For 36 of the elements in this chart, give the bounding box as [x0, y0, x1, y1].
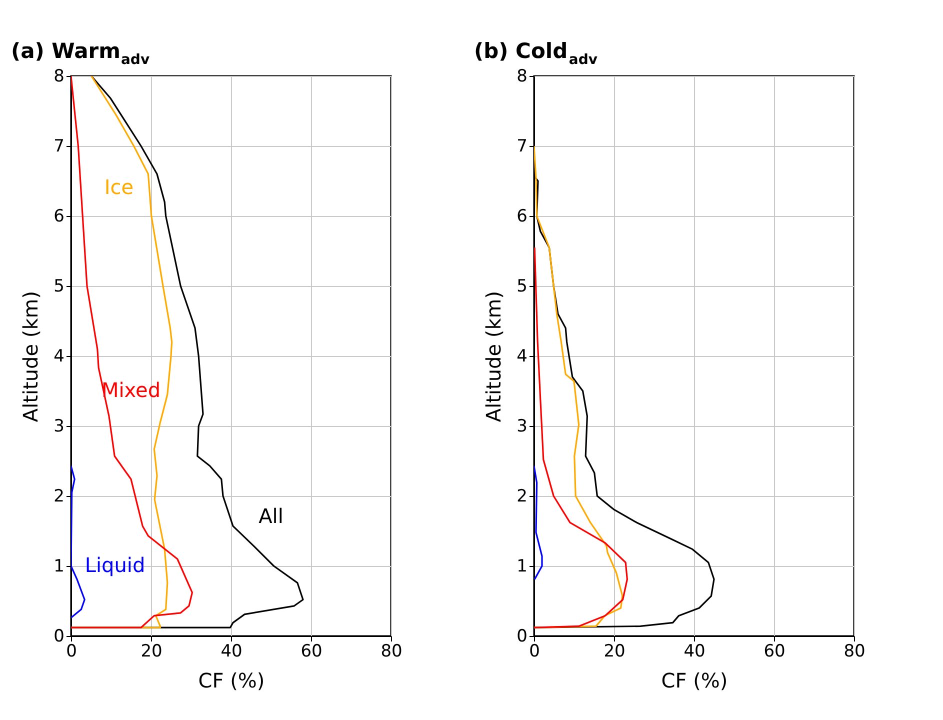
y-tick-label: 8 — [516, 66, 528, 86]
y-tick-label: 2 — [54, 486, 64, 506]
y-tick-label: 3 — [54, 416, 64, 436]
x-axis-title: CF (%) — [661, 668, 728, 692]
x-tick-label: 60 — [764, 642, 786, 662]
y-tick-label: 7 — [54, 136, 64, 156]
y-tick-label: 4 — [516, 346, 528, 366]
x-tick-label: 80 — [380, 642, 402, 662]
x-tick-label: 20 — [140, 642, 162, 662]
y-tick-label: 1 — [516, 556, 528, 576]
x-axis-title: CF (%) — [198, 668, 265, 692]
y-tick-label: 0 — [54, 626, 64, 646]
y-tick-label: 2 — [516, 486, 528, 506]
y-tick-label: 0 — [516, 626, 528, 646]
y-tick-label: 1 — [54, 556, 64, 576]
x-tick-label: 40 — [684, 642, 706, 662]
y-tick-label: 5 — [516, 276, 528, 296]
series-label: Liquid — [84, 553, 146, 577]
y-tick-label: 8 — [54, 66, 64, 86]
series-label: All — [258, 504, 284, 528]
y-tick-label: 6 — [54, 206, 64, 226]
x-tick-label: 0 — [529, 642, 540, 662]
y-axis-title: Altitude (km) — [482, 290, 506, 422]
x-tick-label: 80 — [844, 642, 866, 662]
x-tick-label: 60 — [300, 642, 322, 662]
x-tick-label: 40 — [220, 642, 242, 662]
y-tick-label: 5 — [54, 276, 64, 296]
series-label: Mixed — [101, 378, 161, 402]
y-tick-label: 3 — [516, 416, 528, 436]
y-tick-label: 7 — [516, 136, 528, 156]
x-tick-label: 20 — [604, 642, 626, 662]
y-axis-title: Altitude (km) — [18, 290, 43, 422]
x-tick-label: 0 — [66, 642, 77, 662]
y-tick-label: 4 — [54, 346, 64, 366]
series-label: Ice — [104, 175, 134, 199]
y-tick-label: 6 — [516, 206, 528, 226]
